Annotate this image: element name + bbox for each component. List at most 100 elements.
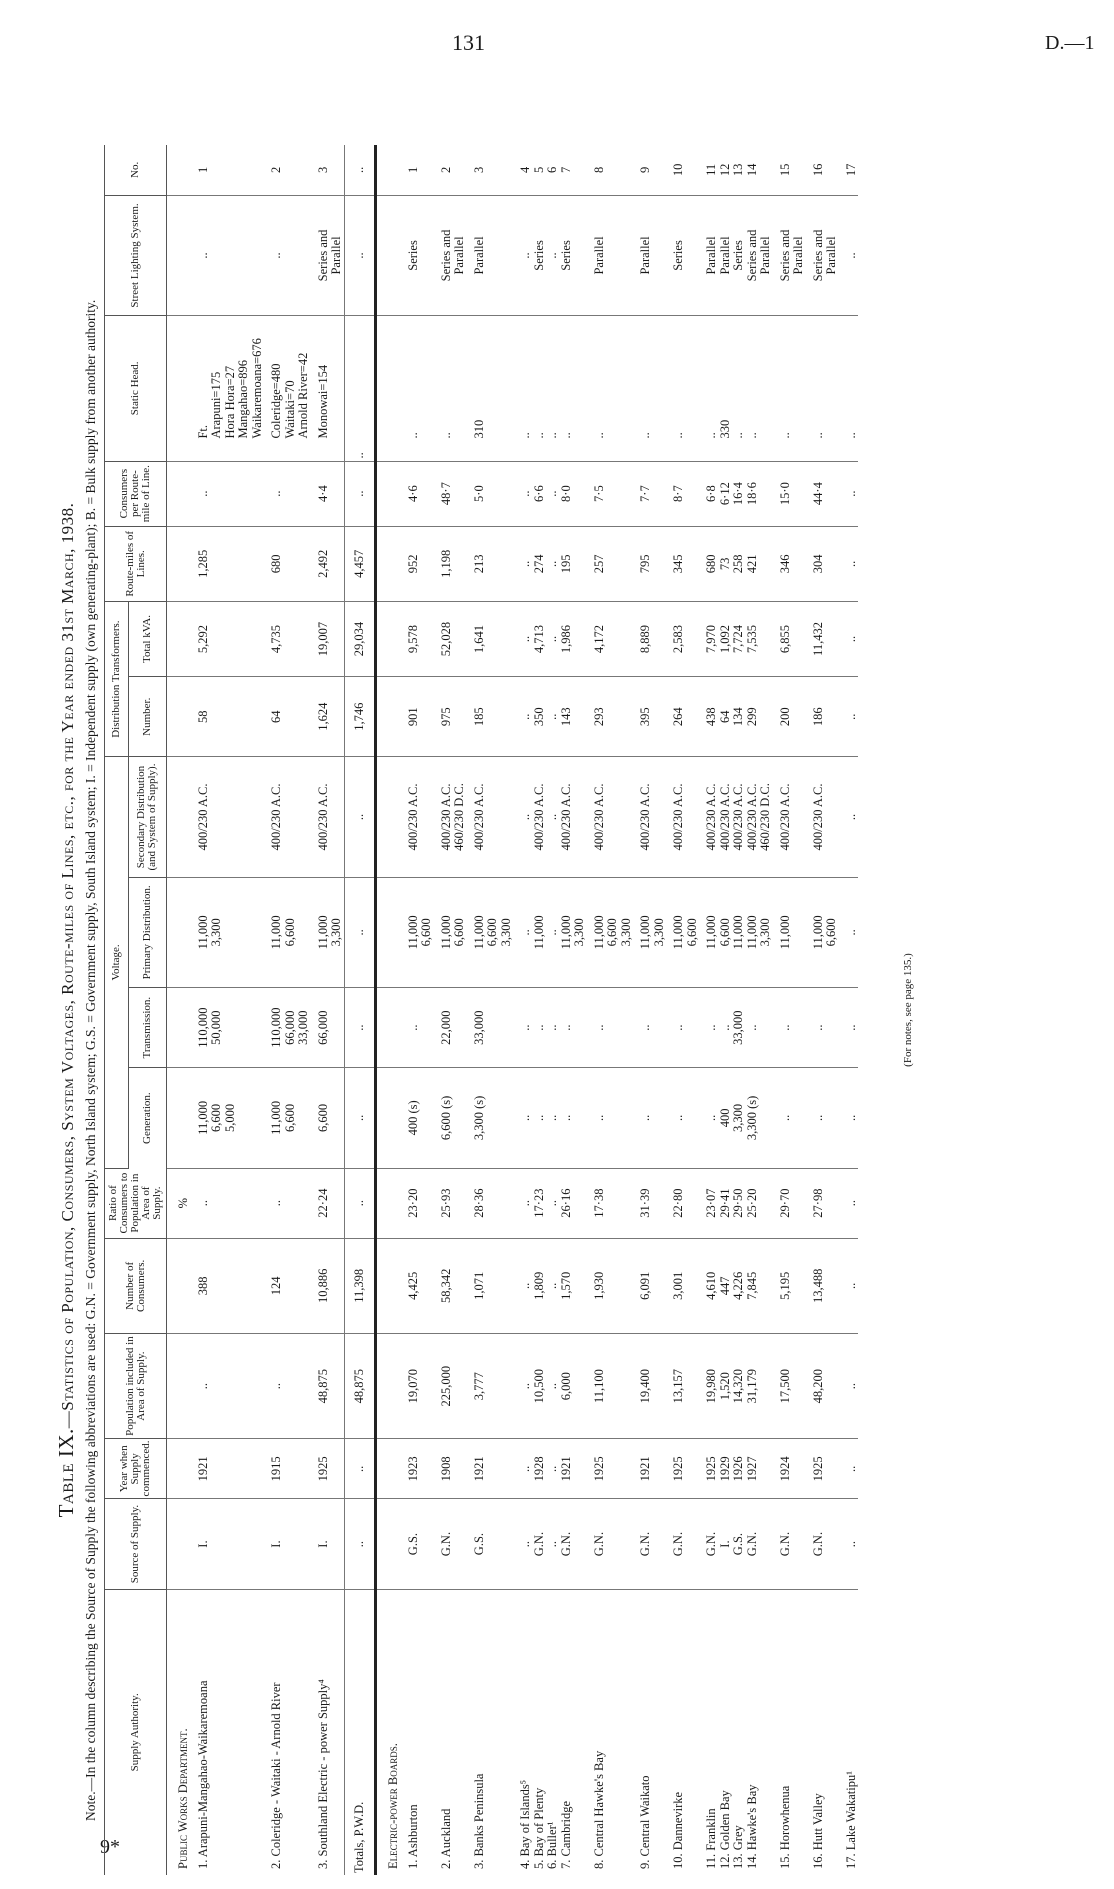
cell-line: Parallel: [329, 236, 343, 275]
cell-value: G.N.: [671, 1531, 685, 1557]
cell-secondary: ..: [513, 756, 533, 878]
cell-line: 33,000: [731, 1010, 745, 1045]
cell-value: 10: [671, 163, 685, 177]
cell-line: Parallel: [717, 236, 732, 275]
cell-cons-per-mile: 6·12: [718, 461, 732, 527]
header-secondary: Secondary Distribution (and System of Su…: [128, 756, 167, 878]
cell-tr-kva: 6,855: [772, 601, 806, 677]
table-row: 3. Banks Peninsula G.S. 1921 3,777 1,071 28·3…: [466, 145, 513, 1875]
cell-value: G.S.: [731, 1532, 745, 1556]
cell-value: 23·07: [704, 1188, 718, 1218]
cell-route-miles: 421: [745, 526, 773, 602]
cell-route-miles: 680: [264, 526, 311, 602]
cell-value: 1921: [638, 1456, 652, 1482]
cell-name: 3. Southland Electric - power Supply⁴: [311, 1589, 345, 1875]
cell-value: 19,980: [704, 1368, 718, 1404]
cell-value: 1: [195, 166, 210, 174]
cell-name: 13. Grey: [731, 1589, 746, 1875]
cell-year: 1915: [264, 1438, 311, 1499]
empty-cell: [375, 1333, 401, 1439]
cell-value: ..: [545, 1282, 559, 1289]
table-row: 9. Central Waikato G.N. 1921 19,400 6,091 31·…: [633, 145, 666, 1875]
cell-route-miles: 1,198: [433, 526, 467, 602]
cell-value: 7,535: [744, 624, 759, 654]
cell-street-lighting: Series and Parallel: [745, 195, 773, 316]
cell-cons-per-mile: 15·0: [772, 461, 806, 527]
cell-consumers: 4,226: [731, 1238, 746, 1334]
cell-line: ..: [810, 1024, 825, 1031]
cell-cons-per-mile: 7·7: [633, 461, 666, 527]
cell-value: 19,007: [315, 621, 330, 657]
cell-line: Series: [531, 240, 546, 271]
cell-tr-number: 134: [731, 676, 746, 757]
cell-no: 17: [838, 145, 858, 196]
cell-consumers: ..: [545, 1238, 560, 1334]
cell-route-miles: 257: [586, 526, 633, 602]
cell-no: ..: [344, 145, 376, 196]
cell-population: 3,777: [466, 1333, 513, 1439]
section-heading: Electric-power Boards.: [375, 1589, 401, 1875]
cell-value: 27·98: [810, 1188, 825, 1218]
cell-static-head: ..: [532, 315, 546, 462]
cell-tr-kva: 9,578: [400, 601, 434, 677]
empty-cell: [375, 1438, 401, 1499]
cell-source: ..: [513, 1498, 533, 1590]
cell-value: 58: [195, 710, 210, 723]
cell-ratio: 27·98: [805, 1168, 839, 1239]
cell-line: ..: [269, 252, 283, 259]
header-transmission: Transmission.: [128, 987, 167, 1068]
cell-line: 3,300: [498, 918, 513, 947]
cell-tr-number: ..: [838, 676, 858, 757]
cell-value: ..: [518, 635, 532, 643]
cell-value: 1,930: [591, 1271, 606, 1300]
cell-name: 17. Lake Wakatipu¹: [839, 1589, 859, 1875]
cell-consumers: 1,071: [466, 1238, 513, 1334]
cell-line: 6,600: [684, 918, 699, 947]
cell-generation: ..: [545, 1067, 560, 1169]
cell-line: Parallel: [591, 236, 606, 275]
cell-value: 15·0: [777, 482, 792, 506]
cell-line: 11,000: [731, 915, 745, 950]
cell-line: Arnold River=42: [296, 352, 310, 439]
cell-static-head: ..: [586, 315, 633, 462]
cell-generation: 6,600 (s): [433, 1067, 467, 1169]
cell-line: 400/230 A.C.: [405, 783, 420, 851]
cell-value: 4,457: [351, 549, 366, 578]
cell-value: ..: [518, 1282, 532, 1289]
cell-tr-kva: ..: [545, 601, 560, 677]
cell-line: ..: [545, 432, 559, 439]
cell-primary: 11,000 3,300: [190, 877, 264, 988]
cell-cons-per-mile: 4·6: [400, 461, 434, 527]
cell-line: Series: [558, 240, 573, 271]
cell-cons-per-mile: ..: [545, 461, 560, 527]
cell-line: Hora Hora=27: [222, 365, 237, 439]
cell-cons-per-mile: 8·0: [559, 461, 587, 527]
cell-line: 6,600: [824, 918, 838, 947]
cell-line: 400/230 A.C.: [195, 783, 210, 851]
cell-line: 400/230 A.C.: [558, 783, 573, 851]
cell-value: 1,071: [471, 1271, 486, 1300]
cell-no: 12: [718, 145, 732, 196]
cell-name: 2. Auckland: [434, 1589, 467, 1875]
cell-value: 795: [638, 554, 652, 574]
cell-value: 4: [518, 166, 532, 174]
cell-route-miles: 1,285: [190, 526, 264, 602]
cell-line: Parallel: [452, 236, 466, 275]
cell-value: ..: [351, 1540, 366, 1548]
footnote: (For notes, see page 135.): [902, 953, 914, 1067]
cell-line: 11,000: [558, 915, 573, 950]
cell-static-head: 310: [466, 315, 513, 462]
cell-value: 16. Hutt Valley: [810, 1793, 825, 1869]
cell-value: 447: [717, 1276, 732, 1296]
empty-cell: [375, 1238, 401, 1334]
cell-line: Monowai=154: [315, 364, 330, 439]
cell-street-lighting: Parallel: [466, 195, 513, 316]
cell-value: 4,713: [531, 624, 546, 654]
cell-population: 14,320: [731, 1333, 746, 1439]
cell-source: G.N.: [433, 1498, 467, 1590]
cell-line: 6,600: [485, 918, 499, 947]
cell-secondary: 400/230 A.C.: [633, 756, 666, 878]
cell-line: 400/230 A.C.: [438, 783, 453, 851]
cell-value: G.N.: [638, 1531, 652, 1557]
ratio-unit: %: [166, 1168, 191, 1239]
